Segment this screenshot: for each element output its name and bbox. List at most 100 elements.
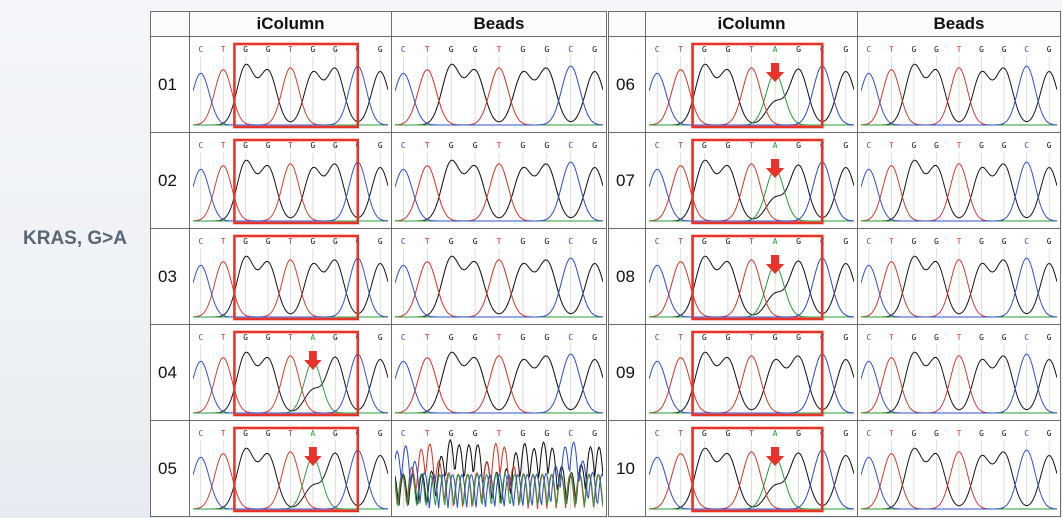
base-letter: G [449,428,454,438]
sample-number-right: 07 [608,132,646,229]
base-letter: T [678,428,683,438]
base-letter: C [401,332,406,342]
signal-curve-C [649,161,854,222]
base-letter: G [912,429,917,438]
base-letter: T [221,333,226,342]
base-letter: G [1002,141,1007,150]
base-letter: T [889,45,894,54]
base-letter: G [378,141,383,150]
mutation-arrow-icon [765,63,785,82]
sample-number-left: 02 [150,132,190,229]
base-letter: G [449,332,454,342]
base-letter: G [1047,237,1052,246]
base-letter: G [473,44,478,54]
header-beads-left: Beads [391,11,607,37]
signal-curve-A [395,473,603,507]
base-letter: C [568,140,573,150]
base-letter: G [544,140,549,150]
signal-curve-A [649,264,854,318]
base-letter: A [773,44,778,54]
base-letter: A [311,333,316,342]
sample-number-left: 04 [150,324,190,421]
signal-curve-C [193,353,388,414]
sample-number-left: 01 [150,36,190,133]
base-letter: G [592,236,597,246]
base-letter: G [725,332,730,342]
signal-curve-G [193,351,388,414]
base-letter: T [221,429,226,438]
chromatogram-grid: iColumn Beads iColumn Beads 01 C T G G T G G C G C… [150,11,1061,517]
base-letter: G [449,236,454,246]
signal-curve-G [193,63,388,126]
base-letter: G [796,332,801,342]
mutation-arrow-icon [765,255,785,274]
base-letter: G [266,141,271,150]
sample-row: 02 C T G G T G G C G C T G G T G G C G 07 C T G G T A G C G C T G G T G G C G [150,132,1061,229]
signal-curve-A [193,456,388,510]
base-letter: G [333,333,338,342]
base-letter: G [702,236,707,246]
base-letter: T [496,140,501,150]
base-letter: C [866,333,871,342]
base-letter: G [520,428,525,438]
sample-row: 01 C T G G T G G C G C T G G T G G C G 06 C T G G T A G C G C T G G T G G C G [150,36,1061,133]
highlight-box [691,42,824,129]
base-letter: T [221,45,226,54]
header-index-right [608,11,646,37]
base-letter: G [979,237,984,246]
signal-curve-G [861,255,1057,318]
base-letter: T [889,141,894,150]
base-letter: C [401,140,406,150]
signal-curve-C [649,449,854,510]
base-letter: C [866,237,871,246]
base-letter: T [957,429,962,438]
base-letter: G [702,44,707,54]
highlight-box [691,330,824,417]
base-letter: G [544,332,549,342]
signal-curve-G [395,159,603,222]
base-letter: G [843,332,848,342]
base-letter: T [957,237,962,246]
signal-curve-G [649,159,854,222]
signal-curve-C [395,65,603,126]
signal-curve-C [193,161,388,222]
base-letter: G [934,333,939,342]
base-letter: A [311,429,316,438]
header-beads-right: Beads [857,11,1061,37]
signal-curve-A [649,456,854,510]
signal-curve-A [649,72,854,126]
highlight-box [233,138,360,225]
signal-curve-C [193,257,388,318]
base-letter: G [266,237,271,246]
base-letter: G [725,428,730,438]
signal-curve-G [395,255,603,318]
base-letter: G [725,236,730,246]
base-letter: G [773,332,778,342]
base-letter: G [1002,237,1007,246]
base-letter: G [1002,333,1007,342]
base-letter: C [568,44,573,54]
base-letter: T [889,429,894,438]
base-letter: G [311,45,316,54]
signal-curve-G [193,255,388,318]
base-letter: T [957,333,962,342]
signal-curve-G [193,159,388,222]
base-letter: G [934,141,939,150]
base-letter: G [843,44,848,54]
base-letter: G [979,141,984,150]
signal-curve-G [649,447,854,510]
